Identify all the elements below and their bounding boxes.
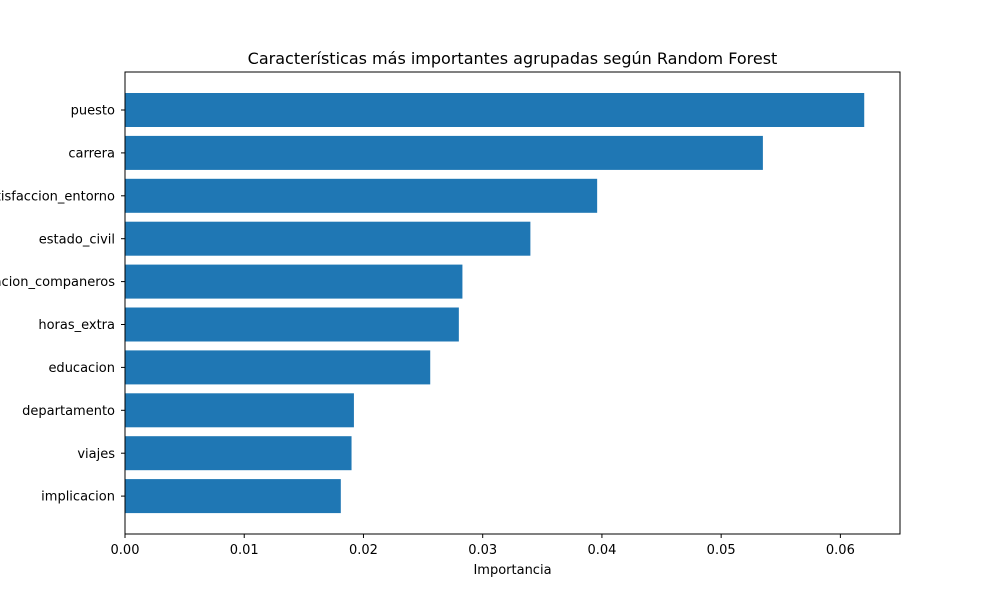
y-tick-label: departamento	[22, 404, 115, 419]
x-tick-label: 0.02	[349, 543, 378, 558]
y-tick-label: carrera	[68, 146, 115, 161]
y-tick-label: implicacion	[41, 490, 115, 505]
y-tick-label: horas_extra	[38, 318, 115, 333]
chart-title: Características más importantes agrupada…	[248, 49, 778, 68]
y-tick-label: estado_civil	[39, 232, 115, 247]
bar-departamento	[125, 393, 354, 428]
bar-satisfaccion_entorno	[125, 178, 598, 213]
x-axis-label: Importancia	[473, 563, 551, 578]
bar-horas_extra	[125, 307, 459, 342]
bar-viajes	[125, 436, 352, 471]
x-tick-label: 0.05	[707, 543, 736, 558]
x-tick-label: 0.03	[468, 543, 497, 558]
x-tick-label: 0.04	[587, 543, 616, 558]
bar-relacion_companeros	[125, 264, 463, 299]
bar-educacion	[125, 350, 431, 385]
bar-carrera	[125, 135, 763, 170]
bar-puesto	[125, 93, 865, 127]
bars-layer	[125, 93, 865, 514]
bar-estado_civil	[125, 221, 531, 256]
y-tick-label: satisfaccion_entorno	[0, 189, 115, 204]
x-tick-label: 0.06	[826, 543, 855, 558]
bar-implicacion	[125, 479, 341, 514]
plot-frame	[124, 71, 901, 535]
y-tick-label: relacion_companeros	[0, 275, 115, 290]
y-tick-label: viajes	[77, 447, 115, 462]
x-tick-label: 0.01	[230, 543, 259, 558]
y-axis-ticks: puesto carrera satisfaccion_entorno estado_…	[0, 104, 125, 505]
x-tick-label: 0.00	[111, 543, 140, 558]
y-tick-label: puesto	[71, 104, 115, 119]
x-axis-ticks: 0.00 0.01 0.02 0.03 0.04 0.05 0.06	[111, 534, 855, 558]
y-tick-label: educacion	[48, 361, 115, 376]
